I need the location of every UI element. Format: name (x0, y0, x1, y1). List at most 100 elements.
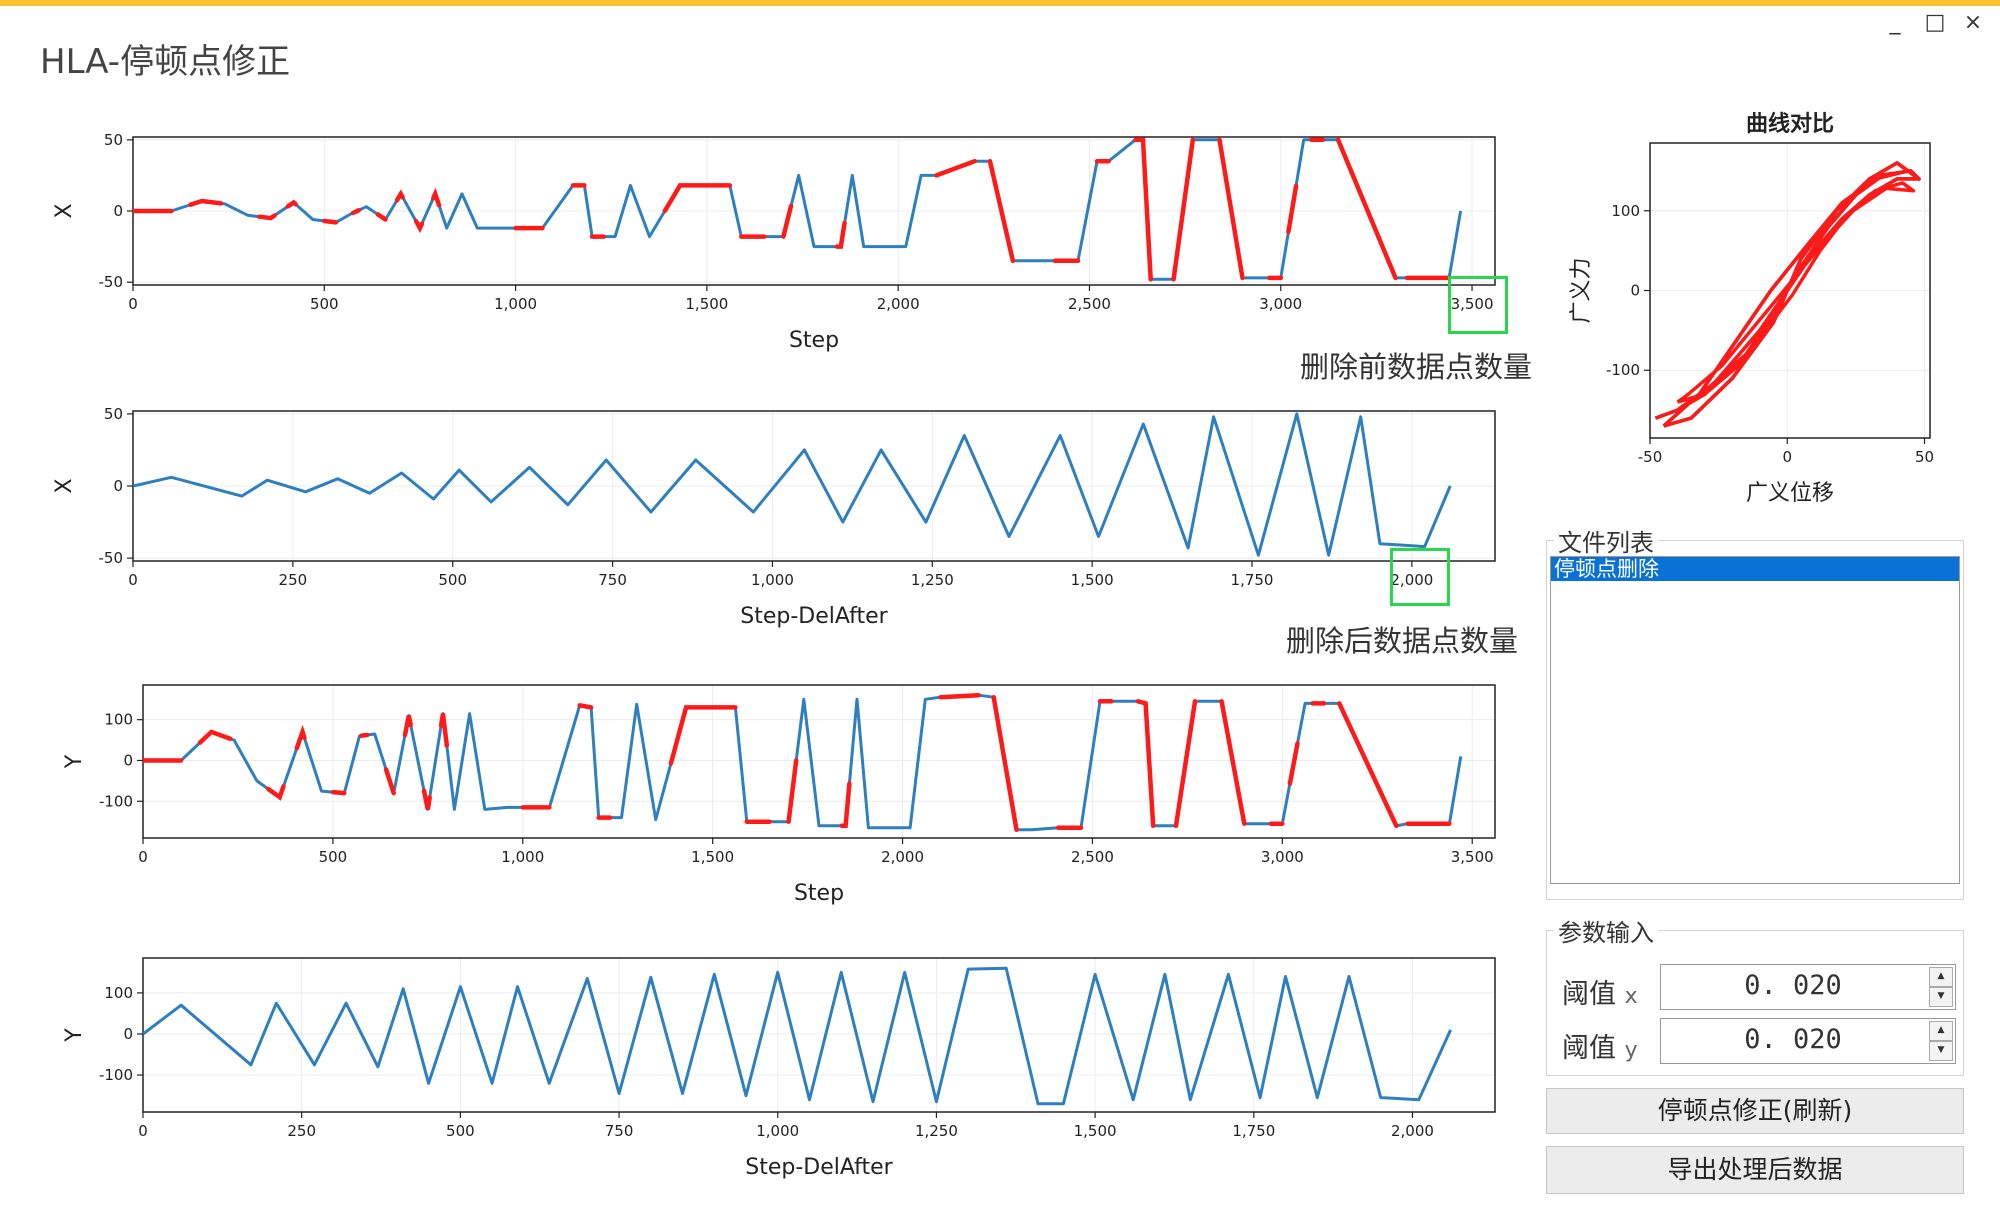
y-tick-label: 0 (123, 751, 133, 769)
stop-point-segment (1337, 701, 1399, 829)
y-axis-label: X (52, 203, 77, 218)
threshold-x-suffix: x (1624, 984, 1638, 1009)
x-tick-label: 0 (128, 571, 138, 589)
x-tick-label: 500 (310, 295, 339, 313)
x-tick-label: 1,750 (1232, 1122, 1275, 1140)
stop-point-segment (1135, 699, 1156, 829)
x-tick-label: 1,500 (685, 295, 728, 313)
close-button[interactable]: × (1963, 10, 1983, 35)
stop-point-segment (839, 781, 852, 829)
y-axis-label: X (52, 478, 77, 493)
stop-point-segment (438, 713, 450, 748)
stop-point-segment (294, 724, 307, 751)
correct-refresh-button[interactable]: 停顿点修正(刷新) (1546, 1088, 1964, 1134)
threshold-y-suffix: y (1624, 1038, 1638, 1063)
stop-point-segment (1219, 699, 1247, 826)
x-tick-label: 500 (319, 848, 348, 866)
threshold-x-value[interactable]: 0. 020 (1744, 970, 1842, 1001)
file-list-title: 文件列表 (1554, 523, 1658, 558)
y-tick-label: -100 (1606, 361, 1640, 379)
threshold-y-spin-arrows[interactable]: ▲ ▼ (1929, 1021, 1953, 1061)
stop-point-segment (668, 705, 738, 766)
x-tick-label: 1,000 (756, 1122, 799, 1140)
stop-point-segment (402, 715, 413, 738)
y-tick-label: -100 (99, 1066, 133, 1084)
stop-point-segment (322, 218, 339, 225)
y-axis-label: Y (62, 1028, 87, 1043)
threshold-x-label: 阈值 x (1562, 972, 1638, 1011)
stop-point-segment (938, 692, 981, 700)
x-tick-label: 50 (1915, 448, 1934, 466)
threshold-x-spinbox[interactable]: 0. 020 ▲ ▼ (1660, 964, 1956, 1010)
stop-point-segment (257, 213, 277, 221)
x-tick-label: 3,500 (1451, 848, 1494, 866)
y-tick-label: 0 (1630, 282, 1640, 300)
stop-point-segment (781, 203, 794, 239)
stop-point-segment (786, 758, 799, 824)
x-tick-label: 250 (279, 571, 308, 589)
stop-point-segment (1286, 183, 1299, 235)
x-tick-label: 750 (598, 571, 627, 589)
x-tick-label: 2,000 (881, 848, 924, 866)
threshold-y-label-text: 阈值 (1562, 1033, 1616, 1064)
stop-point-segment (431, 187, 442, 208)
spin-down-icon[interactable]: ▼ (1929, 1041, 1953, 1061)
stop-point-segment (577, 703, 594, 710)
stop-point-segment (1173, 699, 1198, 829)
threshold-y-value[interactable]: 0. 020 (1744, 1024, 1842, 1055)
x-tick-label: 2,500 (1071, 848, 1114, 866)
count-before-highlight (1448, 276, 1508, 334)
threshold-x-label-text: 阈值 (1562, 979, 1616, 1010)
series-line (1676, 181, 1916, 404)
x-tick-label: 500 (446, 1122, 475, 1140)
file-listbox[interactable]: 停顿点删除 (1550, 556, 1960, 884)
stop-point-segment (394, 189, 405, 203)
count-before-label: 删除前数据点数量 (1300, 350, 1533, 384)
x-tick-label: 1,750 (1231, 571, 1274, 589)
x-axis-label: Step-DelAfter (740, 604, 888, 629)
stop-point-segment (359, 732, 370, 738)
file-list-item[interactable]: 停顿点删除 (1551, 557, 1959, 581)
file-list-group (1546, 540, 1964, 900)
spin-up-icon[interactable]: ▲ (1929, 1021, 1953, 1041)
y-tick-label: 0 (113, 477, 123, 495)
stop-point-segment (188, 198, 224, 208)
x-tick-label: 1,500 (1071, 571, 1114, 589)
maximize-button[interactable]: □ (1924, 10, 1946, 35)
stop-point-segment (991, 694, 1019, 833)
x-tick-label: 2,500 (1068, 295, 1111, 313)
y-tick-label: 100 (1611, 202, 1640, 220)
threshold-x-spin-arrows[interactable]: ▲ ▼ (1929, 967, 1953, 1007)
x-tick-label: 500 (438, 571, 467, 589)
y-axis-label: 广义力 (1569, 257, 1594, 323)
x-tick-label: 250 (287, 1122, 316, 1140)
series-line (1662, 161, 1921, 428)
stop-point-segment (1171, 137, 1196, 282)
minimize-button[interactable]: _ (1889, 10, 1901, 35)
spin-down-icon[interactable]: ▼ (1929, 987, 1953, 1007)
chart-title: 曲线对比 (1746, 111, 1834, 137)
stop-point-segment (197, 729, 233, 745)
y-tick-label: 50 (104, 405, 123, 423)
x-tick-label: 2,000 (1391, 1122, 1434, 1140)
export-button[interactable]: 导出处理后数据 (1546, 1146, 1964, 1194)
y-tick-label: 50 (104, 131, 123, 149)
window-accent-bar (0, 0, 2000, 6)
stop-point-segment (834, 220, 847, 249)
threshold-y-spinbox[interactable]: 0. 020 ▲ ▼ (1660, 1018, 1956, 1064)
count-after-label: 删除后数据点数量 (1286, 624, 1519, 658)
x-tick-label: 1,500 (1074, 1122, 1117, 1140)
x-tick-label: 0 (138, 1122, 148, 1140)
spin-up-icon[interactable]: ▲ (1929, 967, 1953, 987)
x-tick-label: 0 (1782, 448, 1792, 466)
x-tick-label: 1,500 (691, 848, 734, 866)
x-tick-label: -50 (1638, 448, 1663, 466)
stop-point-segment (934, 158, 977, 178)
stop-point-segment (350, 208, 361, 216)
x-axis-label: Step (789, 328, 839, 353)
x-tick-label: 3,000 (1259, 295, 1302, 313)
x-tick-label: 1,000 (751, 571, 794, 589)
window-title: HLA-停顿点修正 (40, 42, 291, 82)
chart-hysteresis-compare: -50 0 50 -100 0 100 广义位移 广义力 曲线对比 (1569, 111, 1934, 506)
x-tick-label: 2,000 (877, 295, 920, 313)
